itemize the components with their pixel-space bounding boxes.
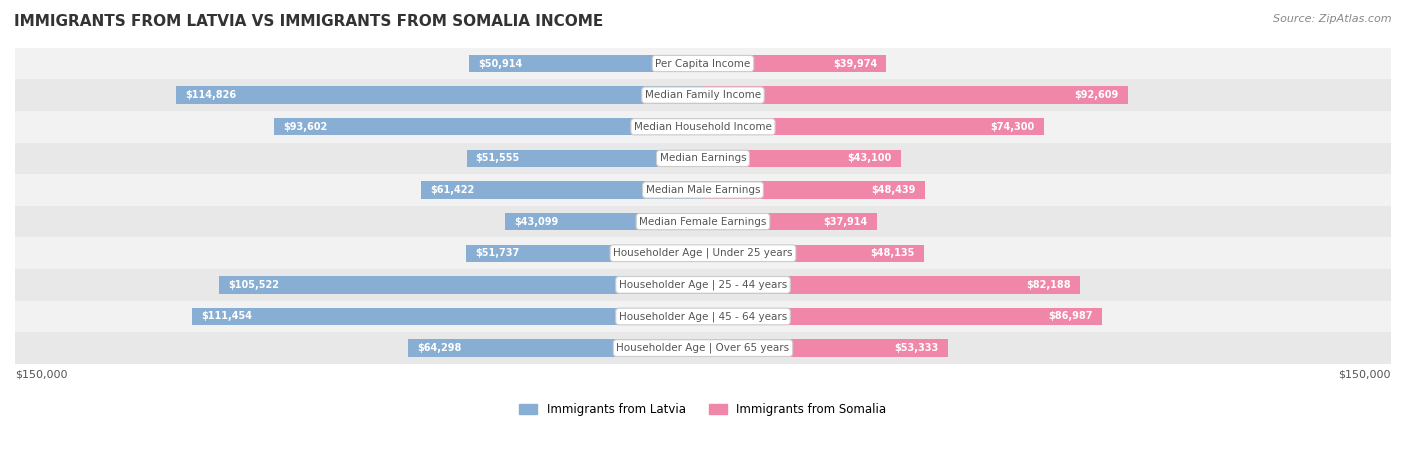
Bar <box>465 245 703 262</box>
Text: $51,555: $51,555 <box>475 153 520 163</box>
Text: Median Household Income: Median Household Income <box>634 122 772 132</box>
Bar <box>15 237 1391 269</box>
Text: $61,422: $61,422 <box>430 185 475 195</box>
Text: Median Earnings: Median Earnings <box>659 153 747 163</box>
Bar <box>703 245 924 262</box>
Text: $74,300: $74,300 <box>990 122 1035 132</box>
Bar <box>703 55 886 72</box>
Text: Source: ZipAtlas.com: Source: ZipAtlas.com <box>1274 14 1392 24</box>
Bar <box>703 213 877 230</box>
Bar <box>703 118 1043 135</box>
Bar <box>219 276 703 294</box>
Text: $64,298: $64,298 <box>418 343 461 353</box>
Bar <box>15 48 1391 79</box>
Bar <box>422 181 703 198</box>
Bar <box>191 308 703 325</box>
Text: Median Family Income: Median Family Income <box>645 90 761 100</box>
Bar <box>15 111 1391 142</box>
Text: Median Female Earnings: Median Female Earnings <box>640 217 766 226</box>
Text: $48,439: $48,439 <box>872 185 915 195</box>
Text: $86,987: $86,987 <box>1049 311 1092 321</box>
Bar <box>15 79 1391 111</box>
Text: Householder Age | Under 25 years: Householder Age | Under 25 years <box>613 248 793 259</box>
Bar <box>470 55 703 72</box>
Bar <box>176 86 703 104</box>
Bar <box>15 301 1391 333</box>
Bar <box>703 308 1102 325</box>
Bar <box>703 150 901 167</box>
Text: $114,826: $114,826 <box>186 90 236 100</box>
Text: $50,914: $50,914 <box>478 58 523 69</box>
Bar <box>408 340 703 357</box>
Text: Householder Age | 45 - 64 years: Householder Age | 45 - 64 years <box>619 311 787 322</box>
Text: $37,914: $37,914 <box>824 217 868 226</box>
Bar <box>467 150 703 167</box>
Bar <box>15 142 1391 174</box>
Bar <box>505 213 703 230</box>
Bar <box>15 174 1391 206</box>
Text: $51,737: $51,737 <box>475 248 519 258</box>
Text: $150,000: $150,000 <box>1339 370 1391 380</box>
Text: $43,100: $43,100 <box>848 153 891 163</box>
Text: Householder Age | 25 - 44 years: Householder Age | 25 - 44 years <box>619 280 787 290</box>
Text: $53,333: $53,333 <box>894 343 938 353</box>
Text: $150,000: $150,000 <box>15 370 67 380</box>
Legend: Immigrants from Latvia, Immigrants from Somalia: Immigrants from Latvia, Immigrants from … <box>515 398 891 421</box>
Text: $48,135: $48,135 <box>870 248 915 258</box>
Text: $43,099: $43,099 <box>515 217 558 226</box>
Text: $93,602: $93,602 <box>283 122 328 132</box>
Text: $92,609: $92,609 <box>1074 90 1119 100</box>
Bar <box>15 269 1391 301</box>
Bar <box>15 333 1391 364</box>
Text: $105,522: $105,522 <box>228 280 280 290</box>
Text: IMMIGRANTS FROM LATVIA VS IMMIGRANTS FROM SOMALIA INCOME: IMMIGRANTS FROM LATVIA VS IMMIGRANTS FRO… <box>14 14 603 29</box>
Bar <box>703 340 948 357</box>
Bar <box>15 206 1391 237</box>
Bar <box>703 181 925 198</box>
Bar <box>274 118 703 135</box>
Text: Per Capita Income: Per Capita Income <box>655 58 751 69</box>
Text: Median Male Earnings: Median Male Earnings <box>645 185 761 195</box>
Text: Householder Age | Over 65 years: Householder Age | Over 65 years <box>616 343 790 354</box>
Text: $111,454: $111,454 <box>201 311 252 321</box>
Text: $82,188: $82,188 <box>1026 280 1071 290</box>
Text: $39,974: $39,974 <box>832 58 877 69</box>
Bar <box>703 86 1128 104</box>
Bar <box>703 276 1080 294</box>
